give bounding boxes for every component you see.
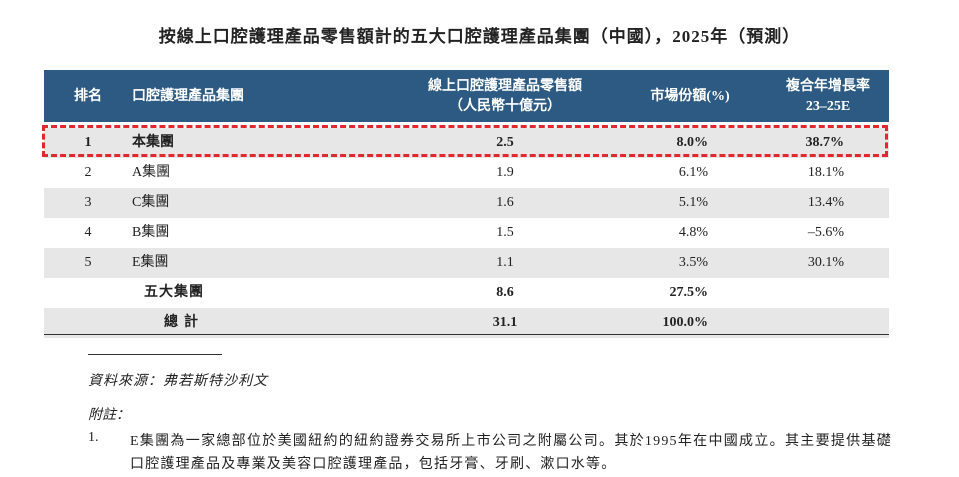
source: 資料來源：弗若斯特沙利文 — [88, 374, 268, 389]
column-header: 線上口腔護理產品零售額 — [428, 79, 582, 94]
table-cell: 2.5 — [496, 135, 514, 150]
table-cell: 1.5 — [496, 225, 514, 240]
table-row: 4 B集團 1.5 4.8% –5.6% — [44, 218, 889, 248]
column-header: （人民幣十億元） — [449, 99, 561, 114]
title: 按線上口腔護理產品零售額計的五大口腔護理產品集團（中國），2025年（預測） — [158, 27, 801, 46]
table-cell: C集團 — [132, 195, 170, 210]
column-header: 23–25E — [805, 99, 851, 114]
table-cell: 1.6 — [496, 195, 514, 210]
highlight-box — [42, 125, 888, 157]
table-cell: A集團 — [132, 165, 171, 180]
table-cell: 5.1% — [678, 195, 708, 210]
table-cell: 100.0% — [662, 315, 709, 330]
table-cell: 2 — [84, 165, 92, 180]
table-rule — [44, 334, 889, 335]
table-row: 3 C集團 1.6 5.1% 13.4% — [44, 188, 889, 218]
table-header: 排名 口腔護理產品集團 線上口腔護理產品零售額 （人民幣十億元） 市場份額(%)… — [44, 70, 889, 122]
table-cell: 3 — [84, 195, 92, 210]
table-cell: 總計 — [164, 315, 204, 330]
table-cell: 27.5% — [669, 285, 709, 300]
table-cell: 8.0% — [676, 135, 709, 150]
table-cell: E集團 — [132, 255, 169, 270]
note-number: 1. — [88, 430, 99, 445]
note-text: E集團為一家總部位於美國紐約的紐約證券交易所上市公司之附屬公司。其於1995年在… — [130, 434, 892, 472]
column-header: 排名 — [74, 89, 102, 104]
column-header: 口腔護理產品集團 — [132, 89, 244, 104]
table-row: 1 本集團 2.5 8.0% 38.7% — [44, 128, 889, 158]
table-cell: 18.1% — [807, 165, 844, 180]
table-cell: 6.1% — [678, 165, 708, 180]
table-cell: 5 — [84, 255, 92, 270]
table-cell: –5.6% — [807, 225, 844, 240]
table-cell: 31.1 — [492, 315, 518, 330]
footnote-rule — [88, 354, 222, 355]
table-cell: 13.4% — [807, 195, 844, 210]
table-cell: B集團 — [132, 225, 170, 240]
table-cell: 五大集團 — [144, 285, 204, 300]
table-cell: 1.9 — [496, 165, 514, 180]
table-cell: 4 — [84, 225, 92, 240]
table-cell: 3.5% — [678, 255, 708, 270]
notes-heading: 附註： — [88, 408, 130, 423]
table-cell: 38.7% — [805, 135, 845, 150]
column-header: 市場份額(%) — [650, 89, 730, 104]
table-cell: 4.8% — [678, 225, 708, 240]
table-cell: 30.1% — [807, 255, 844, 270]
table-cell: 1 — [84, 135, 92, 150]
column-header: 複合年增長率 — [786, 79, 870, 94]
table-cell: 本集團 — [132, 135, 174, 150]
total-row: 總計 31.1 100.0% — [44, 308, 889, 338]
table-cell: 1.1 — [496, 255, 514, 270]
total-row: 五大集團 8.6 27.5% — [44, 278, 889, 308]
table-row: 2 A集團 1.9 6.1% 18.1% — [44, 158, 889, 188]
table-cell: 8.6 — [496, 285, 514, 300]
table-row: 5 E集團 1.1 3.5% 30.1% — [44, 248, 889, 278]
